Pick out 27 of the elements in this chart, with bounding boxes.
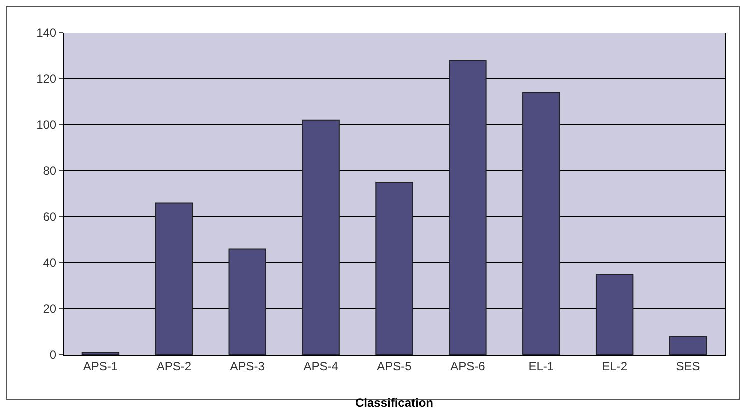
y-tick-label: 120 [36, 72, 57, 86]
x-tick-label: APS-1 [83, 359, 118, 374]
bar [596, 274, 634, 355]
x-tick-label: APS-6 [450, 359, 486, 374]
x-tick-label: APS-5 [377, 359, 412, 374]
x-tick-label: APS-2 [156, 359, 192, 374]
x-tick-label: EL-1 [528, 359, 554, 374]
y-tick-label: 0 [50, 348, 57, 362]
y-tick-label: 100 [36, 118, 57, 132]
x-tick-label: APS-3 [230, 359, 266, 374]
bar [449, 60, 487, 355]
bar [155, 202, 194, 355]
x-tick-label: SES [676, 359, 700, 374]
x-tick-label: EL-2 [602, 359, 628, 374]
y-tick-label: 140 [36, 26, 57, 40]
bar [228, 248, 266, 355]
y-tick-label: 60 [43, 210, 57, 224]
bar [376, 182, 414, 355]
y-tick-label: 40 [43, 256, 57, 270]
x-axis-title: Classification [355, 396, 434, 410]
bar [82, 352, 120, 355]
bar [522, 92, 560, 355]
bar [302, 120, 340, 355]
y-tick-label: 80 [43, 164, 57, 178]
y-tick-label: 20 [43, 302, 57, 316]
bar [669, 336, 708, 355]
x-tick-label: APS-4 [304, 359, 339, 374]
